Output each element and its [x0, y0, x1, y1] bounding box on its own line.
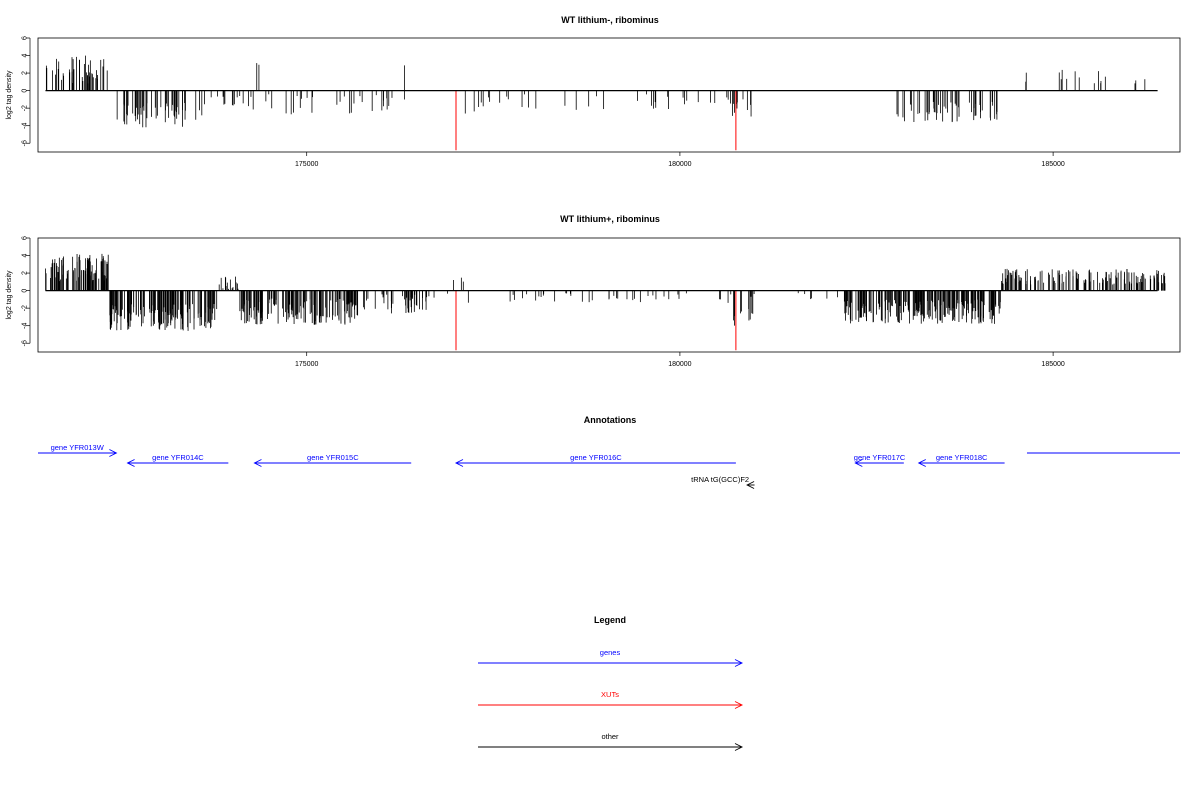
x-axis: 175000 180000 185000	[295, 152, 1065, 168]
feature-label: gene YFR014C	[152, 453, 204, 462]
feature-arrowhead	[126, 459, 135, 467]
y-tick-label: -4	[22, 122, 29, 128]
y-tick-label: -6	[22, 340, 29, 346]
annotation-feature: gene YFR014C	[126, 453, 229, 467]
feature-label: tRNA tG(GCC)F2	[691, 475, 749, 484]
legend-label: other	[601, 732, 619, 741]
legend-entry: other	[478, 732, 744, 751]
legend: Legend genes XUTs other	[478, 615, 744, 751]
y-tick-label: 2	[22, 71, 29, 75]
y-tick-label: -2	[22, 305, 29, 311]
feature-label: gene YFR016C	[570, 453, 622, 462]
feature-arrowhead	[109, 449, 118, 457]
y-tick-label: 0	[22, 89, 29, 93]
feature-label: gene YFR013W	[51, 443, 105, 452]
annotation-feature: gene YFR013W	[38, 443, 118, 457]
y-axis-label: log2 tag density	[6, 70, 13, 120]
x-tick-label: 185000	[1041, 161, 1064, 168]
annotation-feature: gene YFR017C	[854, 453, 906, 467]
legend-entry: genes	[478, 648, 744, 667]
panel-title: WT lithium+, ribominus	[560, 214, 660, 224]
legend-arrowhead	[734, 701, 744, 709]
legend-entries: genes XUTs other	[478, 648, 744, 751]
annotation-feature: gene YFR016C	[454, 453, 736, 467]
y-tick-label: 2	[22, 271, 29, 275]
annotations-title: Annotations	[584, 415, 637, 425]
feature-arrowhead	[854, 459, 863, 467]
y-tick-label: 0	[22, 289, 29, 293]
feature-arrowhead	[917, 459, 926, 467]
feature-label: gene YFR017C	[854, 453, 906, 462]
track-panel-lithium-plus: WT lithium+, ribominus log2 tag density …	[6, 214, 1181, 368]
y-tick-label: -2	[22, 105, 29, 111]
y-axis-label: log2 tag density	[6, 270, 13, 320]
x-tick-label: 180000	[668, 361, 691, 368]
y-tick-label: 6	[22, 36, 29, 40]
legend-label: XUTs	[601, 690, 619, 699]
y-axis: 6 4 2 0 -2 -4 -6	[22, 36, 31, 146]
feature-label: gene YFR018C	[936, 453, 988, 462]
y-tick-label: 4	[21, 253, 28, 257]
x-tick-label: 175000	[295, 161, 318, 168]
density-bars	[45, 253, 1166, 331]
plot-frame	[37, 237, 1181, 353]
x-tick-label: 185000	[1041, 361, 1064, 368]
annotation-feature: tRNA tG(GCC)F2	[691, 475, 755, 489]
feature-arrowhead	[746, 481, 755, 489]
x-tick-label: 175000	[295, 361, 318, 368]
feature-label: gene YFR015C	[307, 453, 359, 462]
annotation-feature: gene YFR015C	[253, 453, 412, 467]
feature-arrowhead	[253, 459, 262, 467]
annotation-feature: gene YFR018C	[917, 453, 1005, 467]
legend-label: genes	[600, 648, 621, 657]
legend-arrowhead	[734, 659, 744, 667]
legend-arrowhead	[734, 743, 744, 751]
legend-title: Legend	[594, 615, 626, 625]
y-axis: 6 4 2 0 -2 -4 -6	[21, 236, 31, 346]
track-panel-lithium-minus: WT lithium-, ribominus log2 tag density …	[6, 15, 1181, 168]
feature-arrowhead	[454, 459, 464, 467]
xut-highlights	[455, 290, 737, 351]
x-axis: 175000 180000 185000	[295, 352, 1065, 368]
plot-frame	[37, 37, 1181, 153]
y-tick-label: 6	[22, 236, 29, 240]
xut-highlights	[455, 90, 737, 151]
y-tick-label: 4	[22, 53, 29, 57]
density-bars	[45, 55, 1146, 128]
annotation-items: gene YFR013W gene YFR014C gene YFR015C gene…	[38, 443, 1180, 489]
y-tick-label: -4	[22, 322, 29, 328]
x-tick-label: 180000	[668, 161, 691, 168]
y-tick-label: -6	[22, 140, 29, 146]
panel-title: WT lithium-, ribominus	[561, 15, 659, 25]
legend-entry: XUTs	[478, 690, 744, 709]
